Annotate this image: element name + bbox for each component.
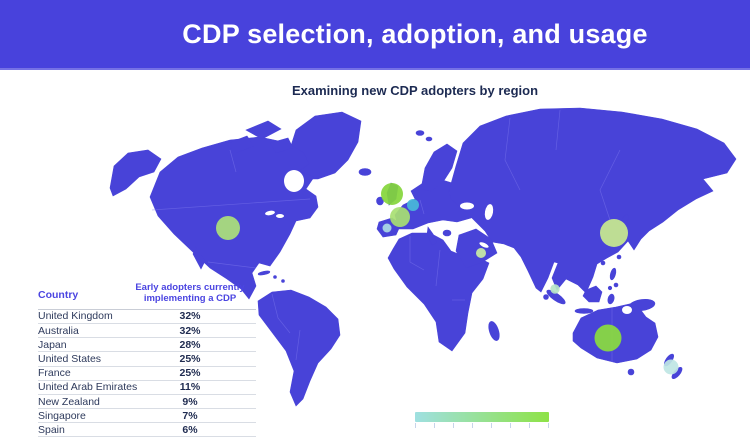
- adoption-percentage: 25%: [179, 352, 201, 365]
- table-body: United Kingdom 32% Australia 32% Japan 28% Uni…: [38, 310, 256, 437]
- adoption-percentage: 28%: [179, 338, 201, 351]
- legend-tick: [510, 423, 511, 428]
- water-gulf-of-carpentaria: [622, 306, 632, 314]
- country-name: New Zealand: [38, 395, 100, 408]
- landmass-sulawesi: [607, 293, 615, 305]
- country-name: United Kingdom: [38, 310, 113, 323]
- landmass-sumatra: [546, 289, 566, 305]
- country-name: United States: [38, 352, 102, 365]
- country-name: Singapore: [38, 409, 86, 422]
- landmass-south-america: [257, 289, 341, 407]
- landmass-italy: [426, 226, 438, 246]
- legend-tick: [491, 423, 492, 428]
- column-header-early-adopters: Early adopters currently implementing a …: [135, 282, 245, 305]
- page-title: CDP selection, adoption, and usage: [182, 18, 648, 49]
- landmass-tasmania: [627, 368, 635, 376]
- landmass-alaska: [109, 149, 162, 197]
- map-bubble-japan: [600, 219, 628, 247]
- landmass-sri-lanka: [543, 294, 549, 300]
- adoption-percentage: 7%: [182, 409, 198, 422]
- water-hudson-bay: [284, 170, 304, 192]
- header-banner: CDP selection, adoption, and usage: [0, 0, 750, 70]
- map-bubble-france: [390, 207, 410, 227]
- legend-tick: [415, 423, 416, 428]
- adoption-percentage: 25%: [179, 367, 201, 380]
- bubble-layer: [216, 183, 679, 375]
- water-caspian-sea: [484, 204, 494, 220]
- landmass-taiwan: [616, 254, 622, 260]
- landmass-madagascar: [488, 321, 500, 341]
- legend-tick: [548, 423, 549, 428]
- adoption-percentage: 32%: [179, 324, 201, 337]
- adoption-percentage: 32%: [179, 310, 201, 323]
- legend-ticks: [415, 423, 549, 428]
- map-bubble-united-kingdom: [381, 183, 403, 205]
- legend-tick: [434, 423, 435, 428]
- country-name: Australia: [38, 324, 79, 337]
- map-bubble-unlabeled-0: [407, 199, 419, 211]
- legend-tick: [529, 423, 530, 428]
- landmass-ireland: [376, 196, 384, 206]
- landmass-baja: [192, 246, 206, 270]
- landmass-iceland: [358, 168, 372, 176]
- map-bubble-spain: [382, 223, 392, 233]
- legend-gradient-bar: [415, 412, 549, 422]
- map-bubble-new-zealand: [663, 359, 679, 375]
- landmass-greece: [442, 229, 452, 237]
- color-legend: [415, 412, 549, 428]
- water-black-sea: [460, 202, 474, 210]
- landmass-philippines: [609, 267, 617, 281]
- landmass-asia: [448, 107, 737, 294]
- landmass-cuba: [257, 270, 271, 276]
- water-persian-gulf: [479, 242, 489, 248]
- chart-subtitle: Examining new CDP adopters by region: [291, 83, 539, 98]
- country-name: Japan: [38, 338, 67, 351]
- table-row: New Zealand 9%: [38, 395, 256, 410]
- landmass-java: [574, 308, 594, 314]
- adoption-percentage: 9%: [182, 395, 198, 408]
- table-row: Australia 32%: [38, 324, 256, 339]
- table-row: France 25%: [38, 367, 256, 381]
- table-row: Singapore 7%: [38, 409, 256, 424]
- legend-tick: [453, 423, 454, 428]
- table-row: United States 25%: [38, 352, 256, 367]
- landmass-scandinavia: [420, 143, 458, 192]
- adoption-percentage: 11%: [179, 381, 201, 394]
- legend-tick: [472, 423, 473, 428]
- table-row: Japan 28%: [38, 338, 256, 353]
- landmass-arabia: [455, 228, 498, 269]
- map-bubble-singapore: [550, 284, 560, 294]
- table-row: Spain 6%: [38, 423, 256, 437]
- country-name: France: [38, 367, 71, 380]
- map-bubble-australia: [594, 324, 622, 352]
- table-row: United Arab Emirates 11%: [38, 381, 256, 395]
- map-bubble-united-states: [216, 216, 240, 240]
- country-name: United Arab Emirates: [38, 381, 138, 394]
- column-header-country: Country: [38, 289, 79, 301]
- map-bubble-united-arab-emirates: [476, 248, 486, 258]
- landmass-borneo: [582, 285, 603, 303]
- adopters-table: Country Early adopters currently impleme…: [38, 282, 256, 437]
- table-header-row: Country Early adopters currently impleme…: [38, 282, 256, 310]
- country-borders-layer: [151, 109, 621, 362]
- table-row: United Kingdom 32%: [38, 310, 256, 324]
